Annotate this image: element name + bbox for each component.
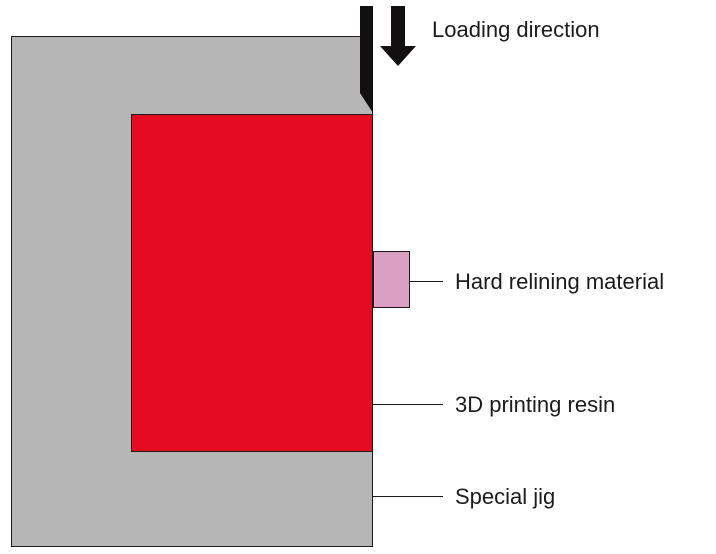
label-relining-material: Hard relining material <box>455 269 664 295</box>
printing-resin-block <box>131 114 373 452</box>
leader-line-jig <box>373 496 443 497</box>
leader-line-relining <box>410 281 443 282</box>
label-loading-direction: Loading direction <box>432 17 600 43</box>
relining-material-block <box>373 251 410 308</box>
loading-arrow-head-icon <box>380 46 416 66</box>
label-special-jig: Special jig <box>455 484 555 510</box>
label-printing-resin: 3D printing resin <box>455 392 615 418</box>
indenter-shaft <box>360 6 373 93</box>
leader-line-resin <box>373 404 443 405</box>
indenter-tip <box>360 93 373 113</box>
loading-arrow-shaft <box>391 6 405 46</box>
